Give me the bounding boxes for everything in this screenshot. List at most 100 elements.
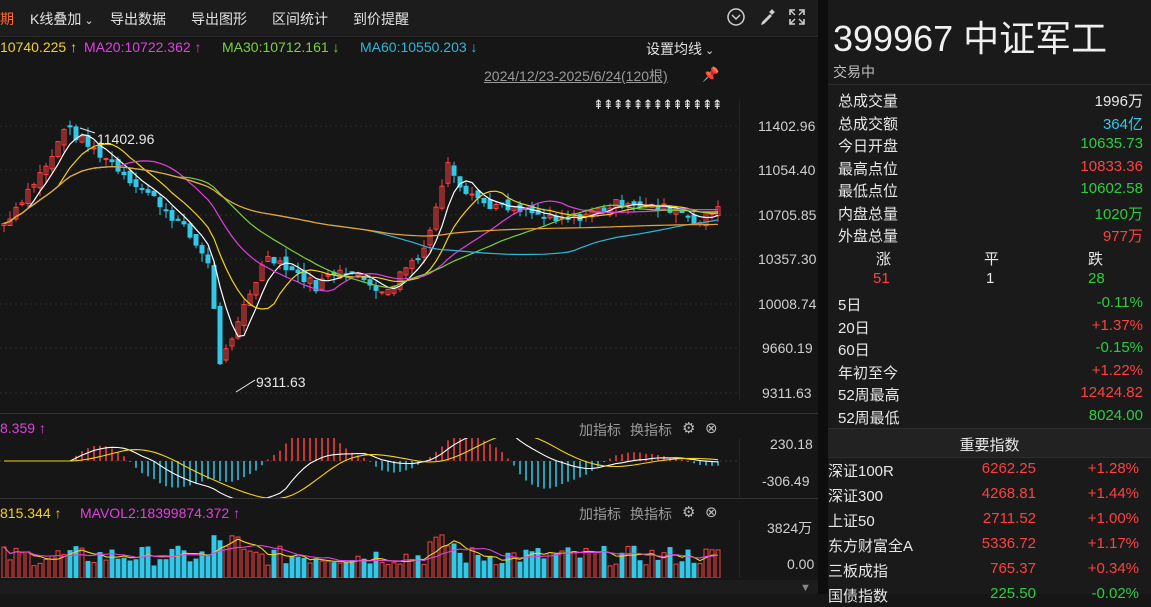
macd-axis-bottom: -306.49 [762,473,810,489]
volume-bar [259,553,265,578]
chevron-circle-icon[interactable] [725,7,747,29]
volume-bar [643,564,649,578]
candle-body [487,199,493,209]
perf-row-label: 年初至今 [838,364,899,382]
volume-bar [223,545,229,578]
volume-bar [211,535,217,578]
quote-row-value: 10635.73 [1080,135,1143,152]
volume-bar [241,548,247,578]
pin-icon[interactable]: 📌 [702,66,720,82]
volume-bar [37,562,43,578]
volume-bar [589,550,595,578]
close-icon[interactable]: ⊗ [705,420,718,437]
volume-bar [457,552,463,578]
draw-pen-icon[interactable] [756,7,778,29]
gear-icon[interactable]: ⚙ [682,504,696,521]
candle-body [193,234,199,246]
index-price: 2711.52 [982,510,1036,527]
quote-row-value: 10833.36 [1080,157,1143,175]
volume-bar [649,549,655,578]
volume-bar [661,552,667,578]
candle-body [403,267,409,276]
volume-bar [559,550,565,578]
candlestick-chart[interactable] [0,100,740,400]
vol-switch-indicator-button[interactable]: 换指标 [630,506,672,522]
ma20-line [3,160,718,292]
index-row[interactable]: 东方财富全A 5336.72 +1.17% [828,532,1151,557]
close-icon[interactable]: ⊗ [705,504,718,521]
scroll-down-icon[interactable]: ▼ [800,582,811,594]
breadth-label: 涨 [876,251,892,268]
index-price: 5336.72 [981,535,1036,552]
date-axis [0,580,818,594]
index-change: +1.00% [1087,510,1139,527]
macd-chart[interactable] [0,438,740,498]
volume-bar [697,563,703,578]
price-axis-label: 9660.19 [762,340,813,356]
volume-bar [481,560,487,578]
volume-bar [175,545,181,578]
range-stats-button[interactable]: 区间统计 [272,11,328,27]
breadth-label: 跌 [1088,251,1104,268]
vol-add-indicator-button[interactable]: 加指标 [579,506,621,522]
macd-add-indicator-button[interactable]: 加指标 [579,422,621,438]
index-row[interactable]: 三板成指 765.37 +0.34% [828,557,1151,582]
candle-body [469,193,475,196]
perf-row-label: 60日 [838,342,870,359]
index-name: 深证100R [828,463,894,480]
export-chart-button[interactable]: 导出图形 [191,11,247,27]
macd-switch-indicator-button[interactable]: 换指标 [630,422,672,438]
candle-body [229,338,235,347]
quote-row-value: 1020万 [1094,205,1143,223]
index-row[interactable]: 深证300 4268.81 +1.44% [828,482,1151,507]
volume-bar [715,549,721,578]
export-data-button[interactable]: 导出数据 [110,11,166,27]
volume-chart[interactable] [0,520,740,578]
index-row[interactable]: 国债指数 225.50 -0.02% [828,582,1151,607]
volume-bar [331,562,337,578]
candle-body [481,197,487,204]
volume-bar [265,564,271,578]
macd-value-text: 8.359 [0,420,36,436]
volume-bar [61,553,67,578]
price-alert-button[interactable]: 到价提醒 [353,11,409,27]
quote-row-label: 最高点位 [838,160,899,178]
period-selector[interactable]: 期 [0,11,14,27]
ma-settings-dropdown[interactable]: 设置均线 ⌄ [646,39,714,59]
quote-row: 内盘总量 1020万 [828,201,1151,223]
volume-bar [205,554,211,578]
candle-body [385,288,391,296]
volume-bar [535,548,541,578]
event-markers: ⇞⇞⇞⇞⇞⇞⇞⇞⇞⇞⇞⇞⇞ [593,97,723,112]
gear-icon[interactable]: ⚙ [682,420,696,437]
breadth-count-flat: 1 [986,270,995,287]
perf-row-value: 12424.82 [1080,384,1143,401]
index-row[interactable]: 深证100R 6262.25 +1.28% [828,457,1151,482]
panel-splitter[interactable] [818,0,828,594]
index-change: +1.17% [1087,535,1139,552]
volume-bar [133,559,139,578]
volume-bar [217,540,223,578]
fullscreen-icon[interactable] [786,7,808,29]
kline-chart-area[interactable]: 期 K线叠加 ⌄ 导出数据 导出图形 区间统计 到价提醒 10740.225 ↑… [0,0,826,594]
date-range-label[interactable]: 2024/12/23-2025/6/24(120根) [484,68,668,84]
volume-bar [445,545,451,578]
ma120-line [3,166,719,237]
volume-bar [151,565,157,578]
candle-body [373,285,379,291]
candle-body [451,165,457,176]
volume-bar [349,559,355,578]
kline-overlay-dropdown[interactable]: K线叠加 ⌄ [30,9,94,29]
volume-bar [373,551,379,578]
low-annotation: 9311.63 [256,374,306,390]
volume-bar [19,552,25,578]
quote-row: 总成交量 1996万 [828,88,1151,110]
index-row[interactable]: 上证50 2711.52 +1.00% [828,507,1151,532]
volume-bar [397,563,403,578]
ma20-text: MA20:10722.362 [84,39,191,55]
ma10-line [3,143,719,310]
volume-bar [199,551,205,578]
candle-body [67,125,73,128]
index-change: +0.34% [1087,560,1139,577]
volume-bar [25,551,31,578]
